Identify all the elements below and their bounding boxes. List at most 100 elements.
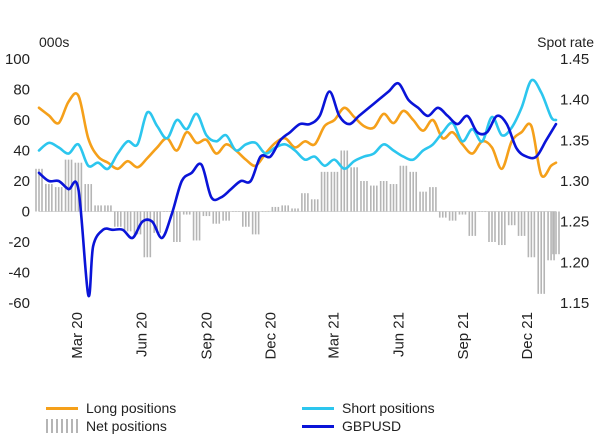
legend-swatch-net-positions — [46, 419, 78, 433]
net-positions-bar — [281, 205, 283, 212]
net-positions-bar — [405, 165, 408, 212]
net-positions-bar — [435, 187, 437, 212]
net-positions-bar — [444, 211, 447, 218]
legend-item-long-positions: Long positions — [46, 400, 176, 416]
net-positions-bar — [74, 162, 77, 212]
net-positions-bar — [133, 211, 136, 235]
x-tick-label: Dec 21 — [519, 312, 536, 360]
legend-swatch-short-positions — [302, 406, 334, 410]
net-positions-bar — [271, 206, 274, 212]
net-positions-bar — [491, 211, 493, 242]
net-positions-bar — [149, 211, 152, 258]
net-positions-bar — [54, 187, 57, 212]
net-positions-bar — [429, 187, 431, 212]
net-positions-bar — [510, 211, 513, 226]
net-positions-bar — [392, 184, 395, 212]
net-positions-bar — [481, 211, 483, 212]
net-positions-bar — [558, 211, 560, 255]
net-positions-bar — [195, 211, 198, 241]
y-left-tick-label: 20 — [13, 173, 30, 190]
net-positions-bar — [330, 171, 333, 212]
net-positions-bar — [294, 208, 296, 212]
net-positions-bar — [356, 167, 358, 212]
net-positions-bar — [126, 211, 129, 232]
y-left-tick-label: 60 — [13, 112, 30, 129]
net-positions-bar — [552, 211, 554, 255]
net-positions-bar — [530, 211, 533, 258]
x-tick-label: Sep 20 — [198, 312, 215, 360]
net-positions-bar — [215, 211, 218, 224]
net-positions-bar — [94, 205, 96, 212]
net-positions-bar — [409, 171, 412, 212]
net-positions-bar — [129, 211, 132, 232]
net-positions-bar — [458, 211, 461, 215]
net-positions-bar — [287, 205, 289, 212]
net-positions-bar — [385, 181, 388, 212]
net-positions-bar — [261, 211, 264, 212]
net-positions-bar — [248, 211, 250, 227]
net-positions-bar — [222, 211, 224, 221]
net-positions-bar — [451, 211, 454, 221]
net-positions-bar — [38, 168, 40, 212]
legend-swatch-long-positions — [46, 406, 78, 410]
net-positions-bar — [143, 211, 146, 258]
net-positions-bar — [87, 184, 90, 212]
net-positions-bar — [192, 211, 195, 241]
y-left-tick-label: -40 — [8, 265, 30, 282]
net-positions-bar — [104, 205, 106, 212]
net-positions-bar — [389, 184, 392, 212]
net-positions-bar — [488, 211, 490, 242]
net-positions-bar — [550, 211, 552, 261]
net-positions-bar — [116, 211, 119, 227]
net-positions-bar — [304, 193, 306, 212]
net-positions-bar — [501, 211, 503, 246]
net-positions-bar — [412, 171, 415, 212]
net-positions-bar — [474, 211, 477, 236]
net-positions-bar — [35, 168, 37, 212]
x-tick-label: Mar 21 — [326, 312, 343, 359]
left-axis-unit-label: 000s — [39, 34, 69, 50]
net-positions-bar — [169, 211, 171, 212]
net-positions-bar — [543, 211, 546, 294]
net-positions-bar — [517, 211, 520, 236]
net-positions-bar — [498, 211, 500, 246]
y-right-tick-label: 1.15 — [560, 295, 589, 312]
net-positions-bar — [245, 211, 247, 227]
net-positions-bar — [419, 191, 421, 212]
net-positions-bar — [553, 211, 555, 261]
y-right-tick-label: 1.45 — [560, 51, 589, 68]
net-positions-bar — [176, 211, 178, 242]
series-lines — [37, 78, 558, 298]
net-positions-bar — [320, 171, 323, 212]
net-positions-bar — [123, 211, 126, 232]
legend-label-long-positions: Long positions — [86, 400, 177, 416]
long-positions-line — [37, 92, 558, 178]
net-positions-bar — [504, 211, 506, 246]
net-positions-bar — [336, 171, 339, 212]
x-tick-label: Jun 20 — [134, 312, 151, 357]
net-positions-bar — [45, 184, 47, 212]
net-positions-bar — [307, 193, 309, 212]
net-positions-bar — [274, 206, 277, 212]
net-positions-bar — [251, 211, 254, 235]
net-positions-bar — [67, 159, 70, 212]
x-tick-label: Sep 21 — [455, 312, 472, 360]
net-positions-bar — [113, 211, 116, 227]
net-positions-bar — [395, 184, 398, 212]
net-positions-bar — [350, 167, 352, 212]
net-positions-bar — [399, 165, 402, 212]
net-positions-bar — [468, 211, 471, 236]
legend-item-short-positions: Short positions — [302, 400, 435, 416]
net-positions-bar — [264, 211, 267, 212]
net-positions-bar — [340, 150, 343, 212]
net-positions-bar — [185, 211, 188, 215]
net-positions-bar — [301, 193, 303, 212]
net-positions-bar — [156, 211, 158, 233]
net-positions-bar — [422, 191, 424, 212]
y-right-tick-label: 1.20 — [560, 254, 589, 271]
net-positions-bar — [198, 211, 201, 241]
net-positions-bar — [533, 211, 536, 258]
net-positions-bar — [90, 184, 93, 212]
net-positions-bar — [370, 185, 372, 212]
